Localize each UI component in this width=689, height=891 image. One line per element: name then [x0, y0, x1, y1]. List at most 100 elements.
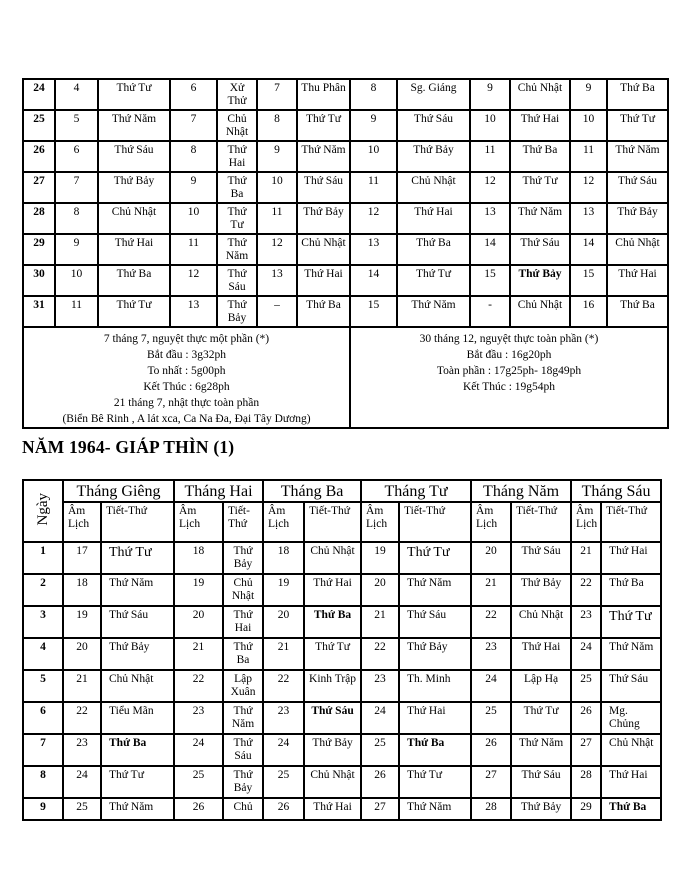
cell: Thứ Năm: [97, 109, 171, 142]
cell: 3: [22, 605, 64, 639]
cell: Thứ Ba: [296, 295, 351, 328]
cell: Thứ Bảy: [216, 295, 258, 328]
cell: 16: [569, 295, 608, 328]
cell: 23: [360, 669, 401, 703]
cell: Thứ Ba: [222, 637, 265, 671]
cell: 28: [470, 797, 513, 821]
am-lich-header: Âm Lịch: [570, 501, 603, 543]
cell: 22: [262, 669, 306, 703]
cell: 19: [262, 573, 306, 607]
cell: 26: [570, 701, 603, 735]
cell: Thứ Bảy: [99, 637, 176, 671]
cell: 10: [569, 109, 608, 142]
cell: Chủ Nhật: [606, 233, 669, 266]
cell: Thứ Tư: [606, 109, 669, 142]
cell: 24: [262, 733, 306, 767]
cell: Thứ Năm: [99, 797, 176, 821]
cell: Thứ Tư: [303, 637, 363, 671]
cell: 21: [470, 573, 513, 607]
cell: 29: [22, 233, 56, 266]
cell: -: [469, 295, 511, 328]
cell: Thứ Tư: [600, 605, 663, 639]
cell: Thứ Bảy: [398, 637, 473, 671]
cell: Thứ Năm: [606, 140, 669, 173]
am-lich-header: Âm Lịch: [62, 501, 102, 543]
cell: Thứ Năm: [510, 733, 573, 767]
cell: 13: [169, 295, 218, 328]
cell: 13: [256, 264, 298, 297]
note-line: (Biển Bê Rinh , A lát xca, Ca Na Đa, Đại…: [62, 413, 311, 425]
cell: Thứ Sáu: [398, 605, 473, 639]
table-row: 28 8 Chủ Nhật 10 Thứ Tư 11 Thứ Bảy 12 Thứ Hai 13 T…: [22, 202, 669, 235]
cell: 17: [62, 541, 102, 575]
cell: 22: [470, 605, 513, 639]
tiet-thu-header: Tiết-Thứ: [303, 501, 363, 543]
table-row: 25 5 Thứ Năm 7 Chủ Nhật 8 Thứ Tư 9 Thứ Sáu 10 Thứ …: [22, 109, 669, 142]
cell: 26: [173, 797, 225, 821]
cell: Chủ Nhật: [97, 202, 171, 235]
cell: 27: [470, 765, 513, 799]
cell: 9: [349, 109, 398, 142]
table-row: 2 18 Thứ Năm 19 Chủ Nhật 19 Thứ Hai 20 Thứ Năm 21…: [22, 573, 663, 607]
cell: 9: [256, 140, 298, 173]
note-line: Bắt đầu : 3g32ph: [147, 349, 226, 361]
cell: Thứ Năm: [600, 637, 663, 671]
month-header-nam: Tháng Năm: [470, 479, 573, 503]
cell: 18: [62, 573, 102, 607]
cell: 25: [173, 765, 225, 799]
cell: 27: [570, 733, 603, 767]
cell: 6: [54, 140, 99, 173]
cell: 6: [169, 78, 218, 111]
cell: 23: [262, 701, 306, 735]
table-row: 31 11 Thứ Tư 13 Thứ Bảy – Thứ Ba 15 Thứ Năm - Chủ …: [22, 295, 669, 328]
cell: 18: [173, 541, 225, 575]
cell: Thứ Tư: [510, 701, 573, 735]
cell: Thứ Năm: [396, 295, 471, 328]
cell: –: [256, 295, 298, 328]
cell: 4: [54, 78, 99, 111]
cell: Thứ Bảy: [606, 202, 669, 235]
cell: 23: [173, 701, 225, 735]
cell: 26: [22, 140, 56, 173]
cell: 7: [169, 109, 218, 142]
cell: 9: [22, 797, 64, 821]
cell: 12: [256, 233, 298, 266]
cell: 23: [570, 605, 603, 639]
cell: Chủ Nhật: [303, 765, 363, 799]
cell: Thứ Tư: [398, 541, 473, 575]
cell: 10: [349, 140, 398, 173]
cell: Thứ Hai: [97, 233, 171, 266]
cell: Thứ Ba: [606, 78, 669, 111]
cell: 8: [349, 78, 398, 111]
cell: Thứ Ba: [97, 264, 171, 297]
table-row: 8 24 Thứ Tư 25 Thứ Bảy 25 Chủ Nhật 26 Thứ Tư 27 Th…: [22, 765, 663, 799]
cell: 1: [22, 541, 64, 575]
cell: Thứ Hai: [216, 140, 258, 173]
cell: 31: [22, 295, 56, 328]
continuation-table-body: 24 4 Thứ Tư 6 Xử Thử 7 Thu Phân 8 Sg. Giáng 9 Chủ …: [22, 78, 669, 328]
cell: Thu Phân: [296, 78, 351, 111]
cell: Thứ Sáu: [510, 765, 573, 799]
cell: Thứ Hai: [600, 541, 663, 575]
cell: 7: [54, 171, 99, 204]
table-row: 6 22 Tiểu Mãn 23 Thứ Năm 23 Thứ Sáu 24 Thứ Hai 25…: [22, 701, 663, 735]
cell: 24: [173, 733, 225, 767]
month-header-row: Ngày Tháng Giêng Tháng Hai Tháng Ba Thán…: [22, 479, 663, 543]
cell: Thứ Ba: [600, 797, 663, 821]
cell: 20: [262, 605, 306, 639]
month-table-body: 1 17 Thứ Tư 18 Thứ Bảy 18 Chủ Nhật 19 Thứ Tư 20 Th…: [22, 541, 663, 821]
month-header-hai: Tháng Hai: [173, 479, 265, 503]
cell: 6: [22, 701, 64, 735]
am-lich-header: Âm Lịch: [262, 501, 306, 543]
cell: Thứ Bảy: [303, 733, 363, 767]
cell: 24: [360, 701, 401, 735]
cell: Thứ Tư: [97, 295, 171, 328]
cell: 14: [569, 233, 608, 266]
cell: Thứ Hai: [396, 202, 471, 235]
table-row: 7 23 Thứ Ba 24 Thứ Sáu 24 Thứ Bảy 25 Thứ Ba 26 Thứ…: [22, 733, 663, 767]
table-row: 30 10 Thứ Ba 12 Thứ Sáu 13 Thứ Hai 14 Thứ Tư 15 Th…: [22, 264, 669, 297]
cell: 4: [22, 637, 64, 671]
cell: Thứ Sáu: [396, 109, 471, 142]
note-line: Kết Thúc : 6g28ph: [143, 381, 230, 393]
cell: 9: [54, 233, 99, 266]
